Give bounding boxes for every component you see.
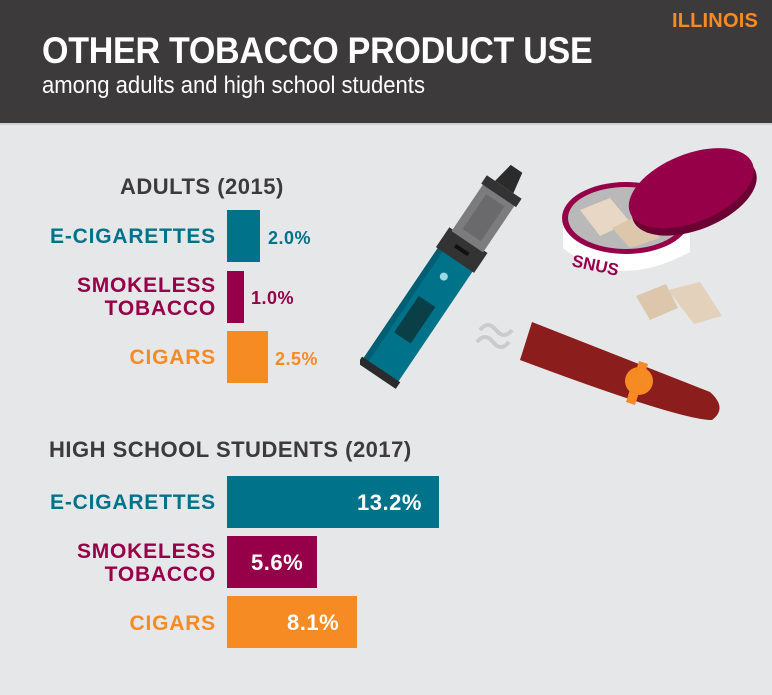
category-label-smokeless-tobacco: SMOKELESS TOBACCO bbox=[76, 274, 216, 320]
state-label: ILLINOIS bbox=[671, 10, 758, 32]
header-banner: ILLINOIS OTHER TOBACCO PRODUCT USE among… bbox=[0, 0, 772, 125]
value-students-cigars: 8.1% bbox=[287, 610, 340, 635]
bar-students-smokeless-tobacco bbox=[227, 536, 317, 588]
page-subtitle: among adults and high school students bbox=[42, 72, 425, 99]
bar-adults-e-cigarettes bbox=[227, 210, 260, 262]
bar-students-cigars bbox=[227, 596, 357, 648]
value-adults-e-cigarettes: 2.0% bbox=[268, 228, 312, 248]
snus-tin-icon: SNUS bbox=[562, 148, 757, 324]
bar-adults-smokeless-tobacco bbox=[227, 271, 244, 323]
category-label-cigars: CIGARS bbox=[129, 346, 216, 369]
bar-students-e-cigarettes bbox=[227, 476, 439, 528]
value-students-e-cigarettes: 13.2% bbox=[357, 490, 422, 515]
bar-adults-cigars bbox=[227, 331, 268, 383]
section-title-adults: ADULTS (2015) bbox=[120, 174, 284, 199]
value-students-smokeless-tobacco: 5.6% bbox=[251, 550, 304, 575]
category-label-e-cigarettes: E-CIGARETTES bbox=[50, 225, 216, 248]
category-label-smokeless-tobacco: SMOKELESS TOBACCO bbox=[76, 540, 216, 586]
illustrations: SNUS bbox=[360, 148, 757, 420]
smoke-icon bbox=[475, 323, 514, 349]
cigar-icon bbox=[520, 322, 720, 420]
value-adults-smokeless-tobacco: 1.0% bbox=[251, 288, 295, 308]
page-title: OTHER TOBACCO PRODUCT USE bbox=[42, 30, 593, 71]
e-cigarette-icon bbox=[360, 164, 523, 389]
category-label-e-cigarettes: E-CIGARETTES bbox=[50, 491, 216, 514]
section-title-students: HIGH SCHOOL STUDENTS (2017) bbox=[49, 437, 412, 462]
value-adults-cigars: 2.5% bbox=[275, 349, 319, 369]
category-label-cigars: CIGARS bbox=[129, 612, 216, 635]
